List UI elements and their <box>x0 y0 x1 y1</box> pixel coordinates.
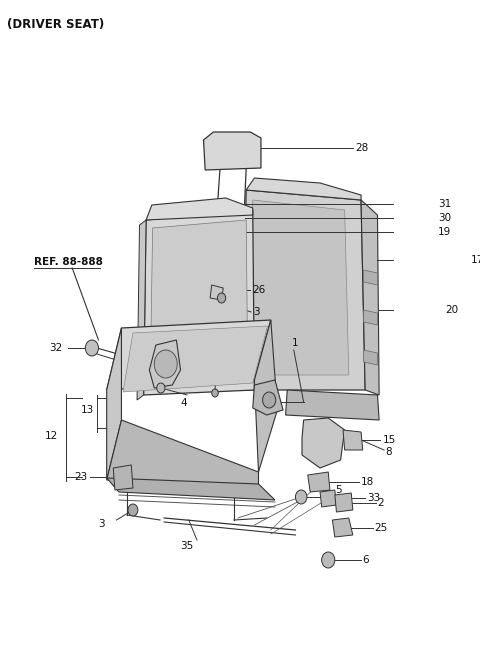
Circle shape <box>322 552 335 568</box>
Text: 19: 19 <box>438 227 452 237</box>
Polygon shape <box>302 418 345 468</box>
Text: 3: 3 <box>253 307 259 317</box>
Polygon shape <box>250 200 349 375</box>
Polygon shape <box>363 310 377 325</box>
Polygon shape <box>242 190 365 390</box>
Polygon shape <box>332 518 353 537</box>
Polygon shape <box>123 326 267 392</box>
Polygon shape <box>361 200 379 395</box>
Text: 2: 2 <box>377 498 384 508</box>
Polygon shape <box>335 493 353 512</box>
Polygon shape <box>149 340 180 388</box>
Polygon shape <box>254 320 277 472</box>
Text: 4: 4 <box>180 398 187 408</box>
Polygon shape <box>137 220 146 400</box>
Text: 24: 24 <box>215 335 228 345</box>
Text: 28: 28 <box>355 143 369 153</box>
Circle shape <box>128 504 138 516</box>
Polygon shape <box>320 490 336 507</box>
Circle shape <box>154 350 177 378</box>
Text: REF. 88-888: REF. 88-888 <box>35 257 103 267</box>
Text: 3: 3 <box>98 519 105 529</box>
Circle shape <box>263 392 276 408</box>
Text: 23: 23 <box>74 472 87 482</box>
Polygon shape <box>107 320 271 390</box>
Text: (DRIVER SEAT): (DRIVER SEAT) <box>7 18 104 31</box>
Text: 15: 15 <box>383 435 396 445</box>
Text: 5: 5 <box>335 485 341 495</box>
Circle shape <box>217 293 226 303</box>
Polygon shape <box>204 132 261 170</box>
Polygon shape <box>150 220 248 383</box>
Polygon shape <box>286 390 379 420</box>
Text: 25: 25 <box>374 523 387 533</box>
Text: 13: 13 <box>81 405 94 415</box>
Text: 1: 1 <box>292 338 299 348</box>
Polygon shape <box>246 178 361 200</box>
Circle shape <box>295 490 307 504</box>
Circle shape <box>212 389 218 397</box>
Polygon shape <box>210 285 223 300</box>
Polygon shape <box>363 350 377 365</box>
Text: 18: 18 <box>361 477 374 487</box>
Circle shape <box>85 340 98 356</box>
Polygon shape <box>253 380 283 415</box>
Polygon shape <box>343 430 363 450</box>
Text: 32: 32 <box>49 343 62 353</box>
Polygon shape <box>113 465 133 490</box>
Text: 26: 26 <box>252 285 265 295</box>
Polygon shape <box>308 472 330 492</box>
Circle shape <box>157 383 165 393</box>
Text: 35: 35 <box>180 541 194 551</box>
Text: 17: 17 <box>471 255 480 265</box>
Polygon shape <box>146 198 253 220</box>
Text: 6: 6 <box>363 555 369 565</box>
Polygon shape <box>363 270 377 285</box>
Text: 31: 31 <box>438 199 452 209</box>
Text: 12: 12 <box>45 431 59 441</box>
Polygon shape <box>144 210 254 395</box>
Text: 20: 20 <box>445 305 459 315</box>
Text: 30: 30 <box>438 213 451 223</box>
Polygon shape <box>107 478 275 500</box>
Text: 8: 8 <box>386 447 392 457</box>
Text: 33: 33 <box>368 493 381 503</box>
Polygon shape <box>107 420 259 485</box>
Polygon shape <box>107 328 121 480</box>
